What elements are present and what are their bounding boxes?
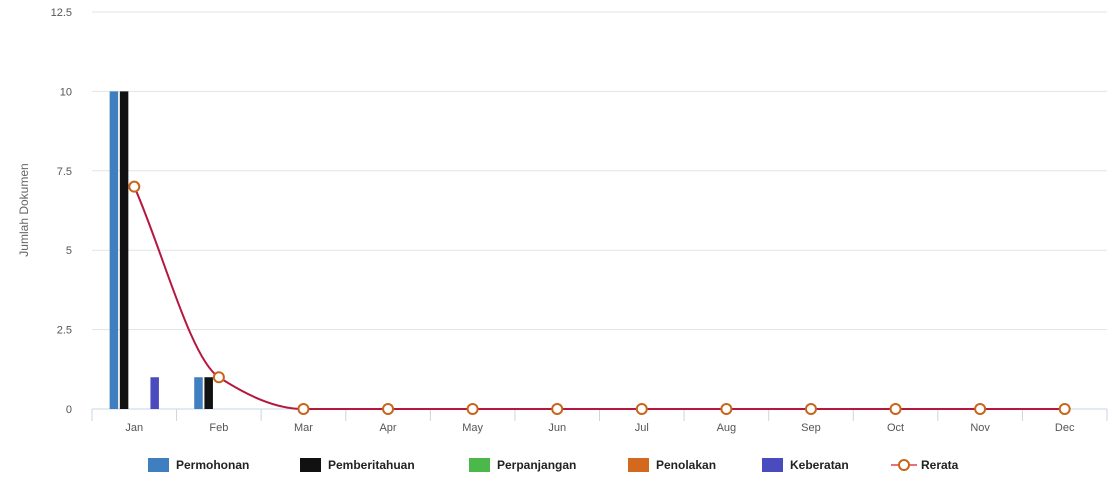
- legend-label: Permohonan: [176, 458, 249, 472]
- y-axis-label: Jumlah Dokumen: [17, 163, 31, 256]
- marker-rerata: [889, 403, 902, 415]
- y-tick-label: 2.5: [57, 325, 72, 337]
- marker-rerata: [1058, 403, 1071, 415]
- legend-item-keberatan[interactable]: Keberatan: [762, 458, 849, 472]
- x-tick-label: Apr: [379, 422, 396, 434]
- x-tick-label: Jan: [125, 422, 143, 434]
- marker-rerata: [382, 403, 395, 415]
- y-tick-label: 7.5: [57, 166, 72, 178]
- bar-pemberitahuan: [204, 377, 213, 409]
- x-tick-label: Aug: [717, 422, 737, 434]
- legend-item-rerata[interactable]: Rerata: [891, 458, 959, 472]
- marker-rerata: [128, 180, 141, 193]
- bar-keberatan: [150, 377, 159, 409]
- line-rerata: [133, 186, 1065, 411]
- x-tick-label: May: [462, 422, 483, 434]
- marker-rerata: [551, 403, 564, 415]
- legend-item-penolakan[interactable]: Penolakan: [628, 458, 716, 472]
- marker-rerata: [212, 371, 225, 384]
- x-tick-label: Feb: [209, 422, 228, 434]
- legend-swatch: [300, 458, 321, 472]
- x-tick-label: Oct: [887, 422, 904, 434]
- y-tick-label: 5: [66, 245, 72, 257]
- x-tick-label: Jun: [548, 422, 566, 434]
- y-tick-label: 12.5: [51, 7, 72, 19]
- x-tick-label: Dec: [1055, 422, 1075, 434]
- marker-rerata: [720, 403, 733, 415]
- x-tick-label: Nov: [970, 422, 990, 434]
- marker-rerata: [804, 403, 817, 415]
- legend-swatch: [469, 458, 490, 472]
- legend-label: Pemberitahuan: [328, 458, 415, 472]
- marker-rerata: [466, 403, 479, 415]
- legend-swatch: [762, 458, 783, 472]
- bar-permohonan: [194, 377, 203, 409]
- bar-pemberitahuan: [119, 91, 129, 410]
- legend-item-pemberitahuan[interactable]: Pemberitahuan: [300, 458, 415, 472]
- y-tick-label: 10: [60, 86, 72, 98]
- marker-rerata: [974, 403, 987, 415]
- legend-label: Perpanjangan: [497, 458, 576, 472]
- x-tick-label: Jul: [635, 422, 649, 434]
- legend-label: Rerata: [921, 458, 959, 472]
- legend-swatch: [148, 458, 169, 472]
- x-tick-label: Sep: [801, 422, 821, 434]
- legend-label: Penolakan: [656, 458, 716, 472]
- marker-rerata: [635, 403, 648, 415]
- x-tick-label: Mar: [294, 422, 313, 434]
- legend-label: Keberatan: [790, 458, 849, 472]
- marker-rerata: [297, 403, 310, 415]
- legend-swatch: [628, 458, 649, 472]
- bar-permohonan: [109, 91, 119, 410]
- legend-item-perpanjangan[interactable]: Perpanjangan: [469, 458, 576, 472]
- y-tick-label: 0: [66, 404, 72, 416]
- legend-marker: [898, 459, 910, 471]
- legend-item-permohonan[interactable]: Permohonan: [148, 458, 249, 472]
